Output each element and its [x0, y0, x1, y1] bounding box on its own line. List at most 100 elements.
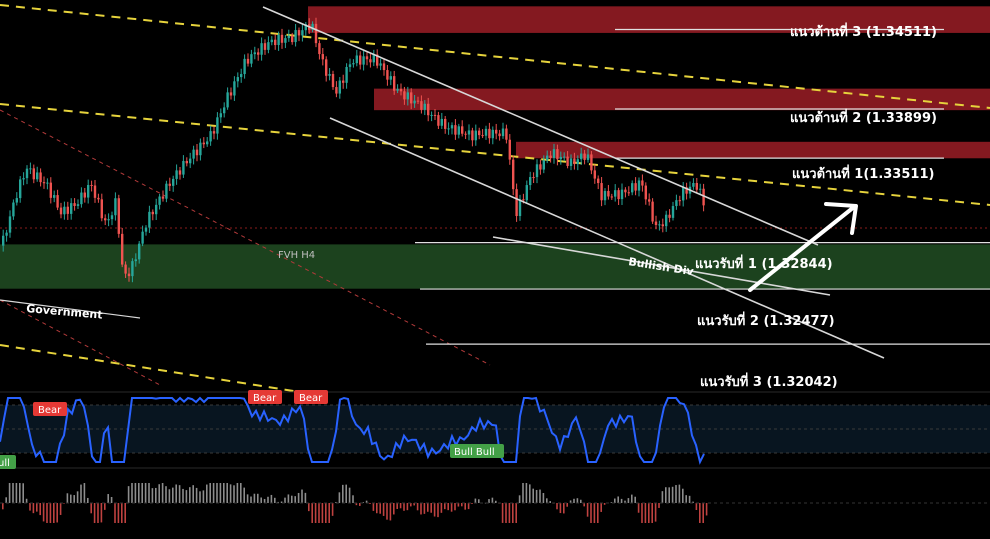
- candle-body: [488, 128, 491, 139]
- histogram-bar: [257, 493, 259, 503]
- rsi-badge-bull-text: Bull Bull: [454, 447, 495, 458]
- histogram-bar: [39, 503, 41, 516]
- candle-body: [342, 80, 345, 83]
- histogram-bar: [46, 503, 48, 523]
- candle-body: [583, 153, 586, 160]
- candle-body: [620, 189, 624, 200]
- candle-body: [219, 113, 222, 118]
- histogram-bar: [63, 503, 65, 504]
- histogram-bar: [294, 496, 296, 503]
- histogram-bar: [535, 489, 538, 503]
- candle-body: [668, 214, 671, 218]
- histogram-bar: [590, 503, 592, 523]
- candle-body: [437, 115, 440, 126]
- candle-body: [413, 100, 416, 104]
- histogram-bar: [127, 486, 130, 503]
- candle-body: [457, 126, 460, 135]
- trend-line: [329, 117, 885, 359]
- histogram-bar: [348, 487, 351, 503]
- candle-body: [97, 197, 100, 200]
- histogram-bar: [124, 503, 126, 523]
- candle-body: [87, 185, 90, 198]
- histogram-bar: [202, 490, 205, 503]
- candle-body: [573, 158, 576, 165]
- candle-body: [484, 128, 488, 136]
- candle-body: [518, 199, 522, 217]
- candle-body: [212, 131, 216, 134]
- candle-body: [399, 88, 403, 92]
- histogram-bar: [420, 503, 422, 515]
- candle-body: [311, 23, 314, 30]
- candle-body: [104, 218, 107, 221]
- candle-body: [481, 135, 484, 137]
- candle-body: [617, 190, 620, 200]
- candle-body: [32, 168, 35, 180]
- rsi-badge-bear-1-text: Bear: [38, 405, 62, 416]
- histogram-bar: [614, 498, 616, 503]
- histogram-bar: [260, 497, 262, 503]
- histogram-bar: [495, 500, 497, 503]
- candle-body: [372, 54, 375, 63]
- candle-body: [627, 192, 630, 194]
- resistance-zone: [374, 88, 990, 111]
- histogram-bar: [423, 503, 426, 514]
- candle-body: [529, 177, 532, 186]
- candle-body: [117, 198, 120, 234]
- level-lines-layer: [415, 28, 990, 345]
- candle-body: [151, 211, 154, 215]
- histogram-bar: [389, 503, 392, 521]
- candle-body: [42, 182, 46, 184]
- candle-body: [634, 183, 637, 191]
- candle-body: [325, 59, 328, 76]
- candle-body: [597, 178, 600, 184]
- candle-body: [209, 131, 212, 142]
- candle-body: [675, 200, 678, 207]
- histogram-bar: [83, 483, 86, 503]
- histogram-bar: [529, 484, 531, 503]
- histogram-bar: [345, 484, 347, 503]
- candle-body: [83, 192, 86, 198]
- candle-body: [501, 128, 505, 137]
- candle-body: [294, 30, 297, 43]
- histogram-bar: [399, 503, 402, 509]
- histogram-bar: [518, 495, 521, 503]
- histogram-bar: [148, 483, 150, 503]
- candle-body: [25, 168, 29, 179]
- histogram-bar: [291, 495, 293, 503]
- histogram-bar: [219, 483, 222, 503]
- histogram-bar: [658, 503, 660, 508]
- candle-body: [699, 188, 702, 190]
- candle-body: [189, 158, 192, 164]
- histogram-bar: [695, 503, 698, 511]
- histogram-bar: [280, 501, 283, 503]
- histogram-bar: [396, 503, 398, 510]
- histogram-bar: [379, 503, 381, 514]
- support-1-label: แนวรับที่ 1 (1.32844): [695, 254, 833, 272]
- candle-body: [610, 196, 613, 198]
- candle-body: [430, 114, 433, 116]
- histogram-bar: [654, 503, 657, 522]
- histogram-bar: [352, 495, 354, 503]
- histogram-bar: [644, 503, 647, 523]
- histogram-bar: [437, 503, 439, 518]
- candle-body: [406, 92, 409, 100]
- histogram-bar: [301, 489, 303, 503]
- candle-body: [552, 149, 556, 158]
- up-arrow-icon: [748, 202, 858, 292]
- histogram-bar: [110, 497, 113, 503]
- candle-body: [508, 139, 511, 160]
- resistance-1-label: แนวต้านที่ 1(1.33511): [792, 164, 934, 182]
- candle-body: [586, 154, 590, 160]
- histogram-bar: [117, 503, 120, 523]
- histogram-bar: [114, 503, 116, 523]
- histogram-bar: [600, 503, 602, 512]
- histogram-bar: [641, 503, 643, 523]
- histogram-bar: [76, 491, 79, 503]
- histogram-bar: [223, 483, 225, 503]
- candle-body: [8, 216, 12, 233]
- support-3-label: แนวรับที่ 3 (1.32042): [700, 372, 838, 390]
- histogram-bar: [121, 503, 123, 523]
- candle-body: [345, 66, 348, 83]
- candle-body: [396, 88, 399, 91]
